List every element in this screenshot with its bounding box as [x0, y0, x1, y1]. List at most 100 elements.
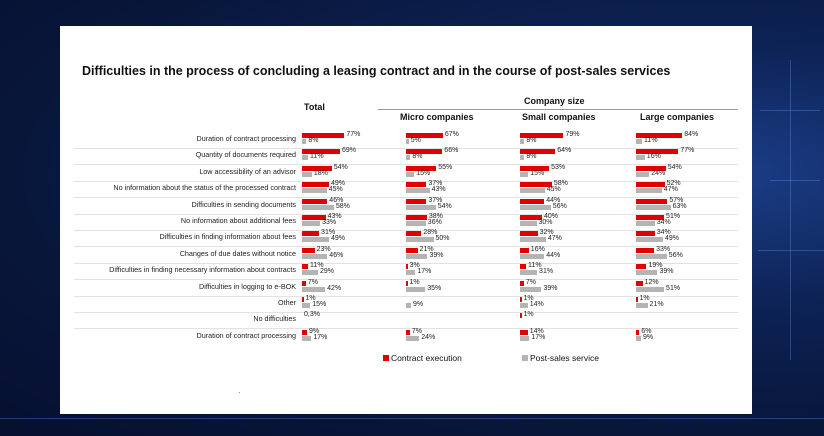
bar-post-total: [302, 253, 328, 259]
data-label-contract: 69%: [341, 147, 356, 155]
data-label-post: 49%: [664, 235, 679, 243]
bar-post-total: [302, 221, 321, 226]
bar-post-small-companies: [520, 303, 528, 308]
data-label-post: 63%: [672, 202, 687, 210]
bar-post-large-companies: [636, 335, 641, 341]
bar-contract-total: [302, 264, 309, 270]
data-label-post: 8%: [526, 153, 537, 161]
bar-post-total: [302, 139, 307, 144]
company-size-divider: [378, 109, 738, 110]
panel-header-large-companies: Large companies: [640, 112, 715, 122]
background-line: [758, 250, 824, 251]
legend-label-contract: Contract execution: [391, 353, 462, 363]
data-label-contract: 7%: [525, 278, 536, 286]
bar-contract-total: [302, 182, 329, 188]
data-label-contract: 16%: [530, 245, 545, 253]
bar-post-micro-companies: [406, 188, 430, 194]
bar-post-small-companies: [520, 253, 545, 259]
bar-contract-total: [302, 215, 326, 220]
bar-post-small-companies: [520, 237, 546, 243]
bar-contract-total: [302, 280, 306, 286]
bar-post-micro-companies: [406, 171, 415, 177]
bar-post-large-companies: [636, 303, 648, 308]
category-label: No difficulties: [253, 314, 296, 324]
data-label-post: 31%: [539, 268, 554, 276]
data-label-post: 5%: [410, 137, 421, 144]
bar-post-micro-companies: [406, 335, 420, 341]
row-separator: [74, 197, 738, 199]
data-label-contract: 1%: [523, 311, 534, 319]
bar-contract-total: [302, 133, 345, 138]
data-label-post: 43%: [431, 186, 446, 194]
bar-post-micro-companies: [406, 303, 411, 308]
bar-contract-large-companies: [636, 280, 643, 286]
bar-contract-total: [302, 247, 315, 253]
data-label-post: 9%: [642, 333, 654, 341]
data-label-contract: 19%: [648, 262, 663, 270]
stray-mark: ·: [238, 388, 241, 397]
data-label-post: 36%: [427, 219, 442, 226]
data-label-contract: 1%: [305, 295, 316, 302]
bar-post-micro-companies: [406, 155, 411, 161]
data-label-post: 21%: [649, 301, 664, 308]
bar-post-small-companies: [520, 155, 525, 161]
data-label-post: 30%: [538, 219, 553, 226]
data-label-contract: 37%: [428, 180, 443, 188]
bar-contract-small-companies: [520, 280, 524, 286]
data-label-contract: 1%: [409, 278, 420, 286]
category-label: Difficulties in finding information abou…: [159, 232, 296, 242]
data-label-contract: 54%: [333, 163, 348, 171]
data-label-contract: 64%: [557, 147, 572, 155]
bar-contract-large-companies: [636, 198, 668, 204]
data-label-contract: 58%: [553, 180, 568, 188]
data-label-post: 45%: [328, 186, 343, 194]
bar-contract-large-companies: [636, 297, 638, 302]
data-label-contract: 77%: [680, 147, 695, 155]
bar-contract-small-companies: [520, 297, 522, 302]
bar-post-large-companies: [636, 155, 645, 161]
bar-contract-large-companies: [636, 182, 665, 188]
row-separator: [74, 311, 738, 313]
data-label-contract: 1%: [639, 295, 650, 302]
bar-contract-small-companies: [520, 149, 556, 155]
data-label-post: 24%: [651, 169, 666, 177]
bar-contract-total: [302, 149, 340, 155]
bar-post-total: [302, 286, 326, 292]
data-label-post: 11%: [310, 153, 324, 161]
data-label-post: 56%: [668, 251, 683, 259]
bar-contract-micro-companies: [406, 149, 443, 155]
bar-post-total: [302, 204, 334, 210]
slide-panel: Difficulties in the process of concludin…: [60, 26, 752, 414]
bar-contract-small-companies: [520, 313, 522, 319]
bar-contract-large-companies: [636, 133, 683, 138]
data-label-post: 11%: [644, 137, 658, 144]
data-label-contract: 21%: [419, 245, 434, 253]
data-label-contract: 6%: [641, 327, 652, 335]
data-label-post: 42%: [327, 284, 342, 292]
data-label-post: 39%: [429, 251, 444, 259]
row-separator: [74, 229, 738, 231]
bar-post-large-companies: [636, 204, 671, 210]
row-separator: [74, 279, 738, 281]
row-separator: [74, 147, 738, 149]
background-line: [0, 418, 824, 419]
data-label-post: 8%: [526, 137, 537, 144]
bar-contract-small-companies: [520, 264, 527, 270]
bar-post-large-companies: [636, 139, 643, 144]
bar-contract-total: [302, 297, 304, 302]
data-label-contract: 7%: [307, 278, 318, 286]
bar-post-small-companies: [520, 204, 551, 210]
data-label-post: 24%: [421, 333, 436, 341]
bar-contract-micro-companies: [406, 280, 408, 286]
data-label-contract: 84%: [684, 131, 699, 138]
data-label-contract: 14%: [529, 327, 544, 335]
bar-post-small-companies: [520, 286, 542, 292]
data-label-post: 51%: [666, 284, 681, 292]
data-label-post: 33%: [322, 219, 337, 226]
category-label: No information about the status of the p…: [113, 183, 296, 193]
row-separator: [74, 246, 738, 248]
bar-post-micro-companies: [406, 237, 434, 243]
background-line: [760, 110, 820, 111]
bar-contract-micro-companies: [406, 215, 427, 220]
bar-contract-large-companies: [636, 264, 647, 270]
